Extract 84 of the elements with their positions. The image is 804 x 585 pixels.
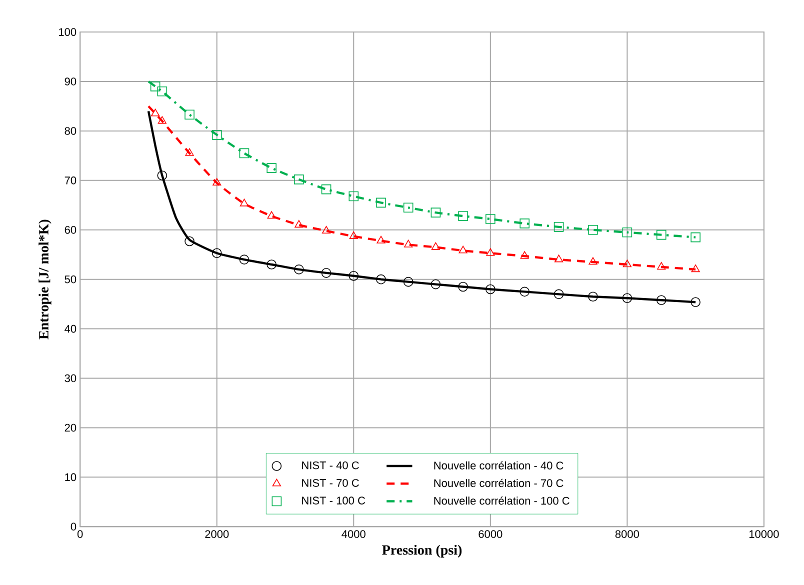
point — [486, 248, 495, 256]
point — [430, 208, 441, 218]
point — [690, 297, 700, 308]
point — [266, 163, 276, 174]
point — [212, 130, 222, 140]
y-tick-label: 40 — [64, 325, 76, 333]
legend-label: NIST - 100 C — [302, 496, 366, 505]
point — [348, 271, 359, 281]
point — [458, 211, 468, 222]
point — [554, 222, 564, 232]
point — [588, 292, 598, 302]
point — [657, 262, 666, 270]
y-axis-title: Entropie [J/ mol*K) — [38, 220, 52, 340]
point — [151, 108, 160, 116]
legend-label: Nouvelle corrélation - 40 C — [434, 461, 564, 470]
point — [239, 148, 250, 158]
point — [690, 232, 700, 242]
point — [376, 236, 386, 244]
x-tick-label: 2000 — [205, 530, 229, 538]
point — [403, 277, 414, 287]
y-tick-label: 90 — [64, 78, 76, 86]
point — [184, 236, 194, 246]
y-tick-label: 80 — [64, 127, 76, 135]
legend-label: NIST - 70 C — [302, 479, 359, 487]
y-tick-label: 0 — [70, 522, 76, 531]
point — [520, 218, 530, 228]
point — [622, 260, 632, 268]
point — [403, 202, 414, 213]
x-tick-label: 10000 — [749, 530, 779, 538]
x-tick-label: 0 — [77, 530, 83, 538]
point — [240, 198, 249, 206]
point — [520, 251, 529, 259]
y-tick-label: 50 — [64, 276, 76, 284]
point — [321, 268, 332, 278]
y-tick-label: 100 — [59, 28, 76, 36]
point — [322, 226, 331, 234]
point — [430, 280, 441, 290]
point — [458, 282, 468, 292]
point — [656, 230, 666, 240]
y-tick-label: 30 — [64, 374, 76, 382]
point — [294, 174, 304, 184]
point — [554, 289, 564, 300]
point — [212, 178, 222, 186]
point — [376, 274, 386, 284]
point — [239, 254, 250, 265]
y-tick-label: 70 — [64, 176, 76, 184]
point — [458, 246, 468, 254]
point — [691, 264, 700, 272]
point — [150, 82, 160, 92]
point — [622, 293, 632, 304]
point — [348, 191, 359, 202]
point — [212, 248, 222, 258]
point — [486, 284, 496, 294]
legend-label: NIST - 40 C — [302, 462, 359, 470]
point — [294, 264, 304, 274]
point — [158, 116, 166, 124]
point — [588, 225, 598, 235]
x-tick-label: 6000 — [478, 530, 502, 538]
point — [486, 214, 496, 224]
point — [588, 257, 598, 265]
point — [404, 240, 413, 248]
y-tick-label: 10 — [65, 473, 76, 482]
point — [656, 295, 666, 306]
point — [520, 286, 530, 297]
point — [431, 242, 440, 250]
point — [554, 254, 564, 262]
point — [184, 110, 194, 120]
point — [622, 228, 632, 238]
y-tick-label: 20 — [64, 424, 76, 432]
point — [157, 86, 168, 96]
point — [349, 232, 358, 240]
point — [157, 170, 168, 181]
point — [267, 211, 276, 219]
point — [294, 220, 304, 228]
legend-label: Nouvelle corrélation - 70 C — [434, 478, 564, 488]
point — [185, 148, 194, 156]
point — [376, 198, 386, 208]
point — [266, 260, 276, 270]
y-tick-label: 60 — [64, 226, 76, 234]
legend-label: Nouvelle corrélation - 100 C — [434, 496, 570, 505]
x-tick-label: 8000 — [615, 530, 639, 538]
x-axis-title: Pression (psi) — [382, 544, 462, 558]
x-tick-label: 4000 — [342, 530, 366, 538]
point — [321, 184, 332, 194]
